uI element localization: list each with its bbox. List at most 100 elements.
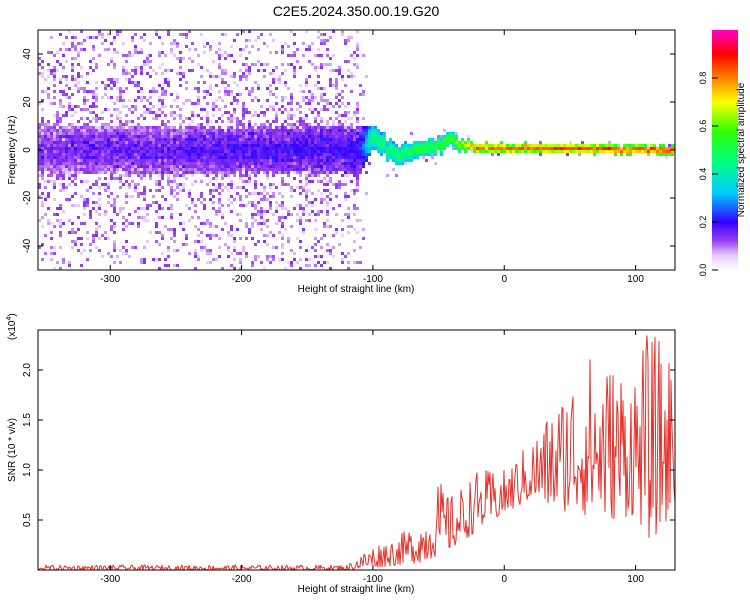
- heatmap-cell: [296, 126, 299, 129]
- heatmap-cell: [353, 144, 356, 147]
- heatmap-cell: [131, 129, 134, 132]
- heatmap-cell: [272, 159, 275, 162]
- heatmap-cell: [107, 189, 110, 192]
- heatmap-cell: [356, 30, 359, 33]
- heatmap-cell: [326, 213, 329, 216]
- heatmap-cell: [302, 42, 305, 45]
- heatmap-cell: [275, 147, 278, 150]
- heatmap-cell: [242, 111, 245, 114]
- heatmap-cell: [125, 180, 128, 183]
- heatmap-cell: [266, 141, 269, 144]
- heatmap-cell: [317, 135, 320, 138]
- heatmap-cell: [230, 90, 233, 93]
- heatmap-cell: [251, 132, 254, 135]
- heatmap-cell: [71, 147, 74, 150]
- heatmap-cell: [137, 225, 140, 228]
- heatmap-cell: [236, 153, 239, 156]
- heatmap-cell: [158, 267, 161, 270]
- heatmap-cell: [98, 150, 101, 153]
- heatmap-cell: [59, 204, 62, 207]
- heatmap-cell: [137, 153, 140, 156]
- heatmap-cell: [260, 144, 263, 147]
- heatmap-cell: [239, 123, 242, 126]
- heatmap-cell: [197, 90, 200, 93]
- heatmap-cell: [275, 141, 278, 144]
- heatmap-cell: [569, 150, 572, 153]
- heatmap-cell: [341, 141, 344, 144]
- heatmap-cell: [269, 135, 272, 138]
- heatmap-cell: [443, 147, 446, 150]
- heatmap-cell: [290, 159, 293, 162]
- heatmap-cell: [281, 183, 284, 186]
- heatmap-cell: [134, 144, 137, 147]
- heatmap-cell: [578, 150, 581, 153]
- heatmap-cell: [167, 159, 170, 162]
- heatmap-cell: [233, 99, 236, 102]
- heatmap-cell: [128, 147, 131, 150]
- heatmap-cell: [44, 195, 47, 198]
- heatmap-cell: [137, 165, 140, 168]
- heatmap-cell: [311, 210, 314, 213]
- heatmap-cell: [338, 126, 341, 129]
- heatmap-cell: [389, 147, 392, 150]
- heatmap-cell: [257, 87, 260, 90]
- heatmap-cell: [626, 147, 629, 150]
- heatmap-cell: [254, 258, 257, 261]
- heatmap-cell: [224, 147, 227, 150]
- heatmap-cell: [110, 150, 113, 153]
- heatmap-cell: [416, 156, 419, 159]
- heatmap-cell: [83, 213, 86, 216]
- heatmap-cell: [170, 204, 173, 207]
- heatmap-cell: [359, 144, 362, 147]
- heatmap-cell: [317, 132, 320, 135]
- heatmap-cell: [347, 150, 350, 153]
- heatmap-cell: [344, 105, 347, 108]
- heatmap-cell: [59, 165, 62, 168]
- heatmap-cell: [176, 45, 179, 48]
- heatmap-cell: [47, 192, 50, 195]
- heatmap-cell: [209, 84, 212, 87]
- heatmap-cell: [80, 237, 83, 240]
- heatmap-cell: [161, 111, 164, 114]
- heatmap-cell: [269, 165, 272, 168]
- heatmap-cell: [179, 78, 182, 81]
- heatmap-cell: [302, 123, 305, 126]
- heatmap-cell: [242, 162, 245, 165]
- heatmap-cell: [329, 84, 332, 87]
- heatmap-cell: [77, 90, 80, 93]
- heatmap-cell: [245, 87, 248, 90]
- heatmap-cell: [146, 144, 149, 147]
- heatmap-cell: [542, 144, 545, 147]
- heatmap-cell: [338, 204, 341, 207]
- heatmap-cell: [182, 222, 185, 225]
- heatmap-cell: [146, 150, 149, 153]
- heatmap-cell: [338, 132, 341, 135]
- heatmap-cell: [218, 246, 221, 249]
- heatmap-cell: [335, 231, 338, 234]
- heatmap-cell: [62, 93, 65, 96]
- heatmap-cell: [44, 90, 47, 93]
- heatmap-cell: [227, 183, 230, 186]
- heatmap-cell: [74, 141, 77, 144]
- heatmap-cell: [44, 144, 47, 147]
- heatmap-cell: [287, 141, 290, 144]
- heatmap-cell: [254, 171, 257, 174]
- heatmap-cell: [653, 147, 656, 150]
- heatmap-cell: [128, 255, 131, 258]
- heatmap-cell: [281, 72, 284, 75]
- heatmap-cell: [194, 48, 197, 51]
- heatmap-cell: [233, 135, 236, 138]
- heatmap-cell: [608, 150, 611, 153]
- heatmap-cell: [404, 147, 407, 150]
- heatmap-cell: [368, 147, 371, 150]
- heatmap-cell: [146, 165, 149, 168]
- heatmap-cell: [80, 153, 83, 156]
- heatmap-cell: [158, 141, 161, 144]
- heatmap-cell: [224, 57, 227, 60]
- heatmap-cell: [266, 210, 269, 213]
- heatmap-cell: [362, 132, 365, 135]
- heatmap-cell: [122, 207, 125, 210]
- heatmap-cell: [101, 147, 104, 150]
- heatmap-cell: [218, 147, 221, 150]
- heatmap-cell: [218, 153, 221, 156]
